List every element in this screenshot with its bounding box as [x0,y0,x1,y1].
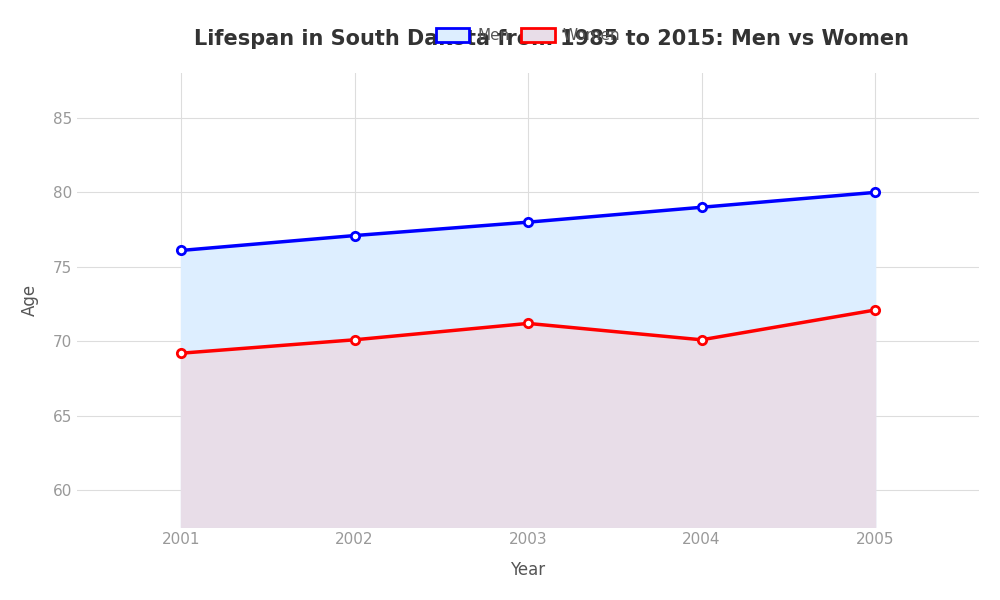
Legend: Men, Women: Men, Women [430,22,626,49]
Y-axis label: Age: Age [21,284,39,316]
Text: Lifespan in South Dakota from 1985 to 2015: Men vs Women: Lifespan in South Dakota from 1985 to 20… [194,29,909,49]
X-axis label: Year: Year [511,561,546,579]
